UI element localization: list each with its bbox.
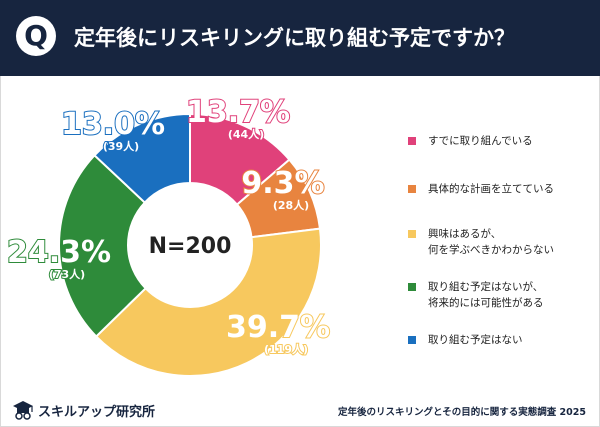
slice-percent-label-1: 13.7% [186,95,290,130]
legend-label: 具体的な計画を立てている [428,183,554,195]
legend-label: 取り組む予定はない [428,334,523,346]
slice-count-label-3: (119人) [264,342,308,356]
donut-slice-3 [94,227,322,377]
legend-label: すでに取り組んでいる [428,135,533,147]
brand-name: スキルアップ研究所 [38,405,156,420]
survey-source: 定年後のリスキリングとその目的に関する実態調査 2025 [338,407,586,418]
slice-count-label-1: (44人) [228,127,264,141]
donut-chart: 13.7%(44人) 9.3%(28人) 39.7%(119人) 24.3%(73人)… [6,94,331,377]
legend-label: 興味はあるが、 何を学ぶべきかわからない [428,228,554,256]
slice-percent-label-3: 39.7% [226,310,330,345]
slice-percent-label-4: 24.3% [7,235,111,270]
donut-slice-4 [58,153,148,338]
question-badge: Q [16,16,56,56]
slice-count-label-5: (39人) [103,139,139,153]
question-title: 定年後にリスキリングに取り組む予定ですか？ [74,26,515,50]
slice-count-label-2: (28人) [273,198,309,212]
slice-count-label-4: (73人) [49,267,85,281]
header-bar: Q 定年後にリスキリングに取り組む予定ですか？ [0,0,600,76]
legend-swatch [408,336,416,344]
donut-slice-5 [93,112,191,204]
slice-percent-label-5: 13.0% [61,107,165,142]
legend-swatch [408,185,416,193]
graduation-cap-icon [13,401,33,420]
legend-swatch [408,137,416,145]
legend-swatch [408,283,416,291]
center-label: N=200 [149,234,232,259]
legend-label: 取り組む予定はないが、 将来的には可能性がある [428,281,544,309]
legend-swatch [408,230,416,238]
slice-percent-label-2: 9.3% [241,166,324,201]
